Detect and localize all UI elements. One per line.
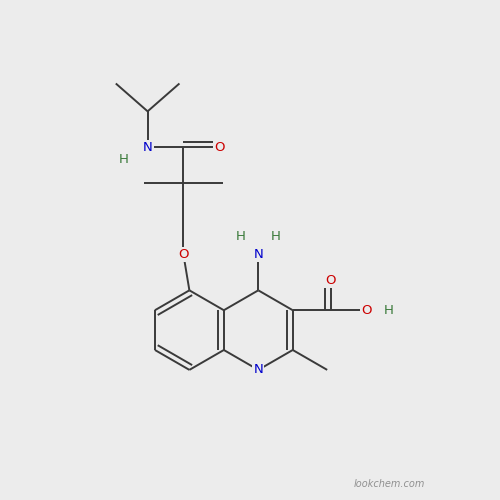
Text: N: N (142, 140, 152, 153)
Text: H: H (271, 230, 281, 243)
Text: N: N (254, 248, 263, 261)
Text: H: H (384, 304, 393, 316)
Text: H: H (119, 152, 128, 166)
Text: O: O (361, 304, 372, 316)
Text: O: O (178, 248, 188, 261)
Text: H: H (236, 230, 246, 243)
Text: lookchem.com: lookchem.com (354, 478, 425, 488)
Text: O: O (214, 140, 224, 153)
Text: O: O (326, 274, 336, 287)
Text: N: N (254, 364, 263, 376)
